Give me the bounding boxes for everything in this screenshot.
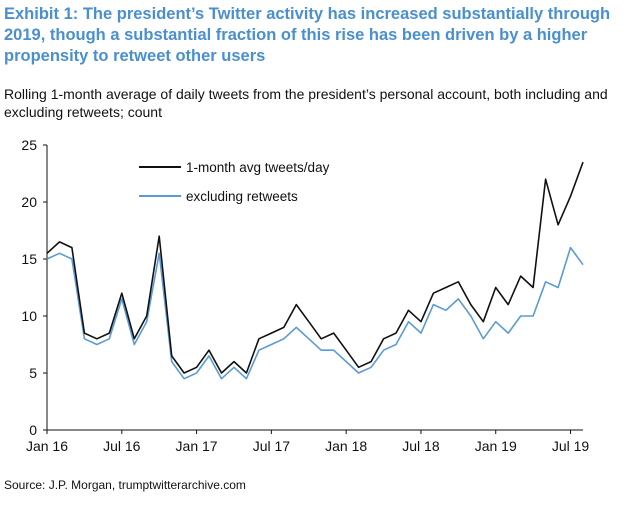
- source-note: Source: J.P. Morgan, trumptwitterarchive…: [4, 478, 246, 492]
- x-tick-label: Jan 17: [176, 438, 218, 454]
- x-tick-label: Jul 17: [253, 438, 291, 454]
- y-tick-label: 10: [21, 308, 37, 324]
- x-tick-label: Jan 16: [26, 438, 68, 454]
- y-tick-label: 5: [29, 365, 37, 381]
- chart-subtitle: Rolling 1-month average of daily tweets …: [4, 86, 608, 120]
- x-tick-label: Jan 19: [475, 438, 517, 454]
- series-line-tweets: [46, 161, 584, 374]
- chart-lines: [46, 161, 584, 380]
- x-tick-label: Jul 18: [402, 438, 440, 454]
- series-line-excluding-retweets: [46, 246, 584, 380]
- x-tick-label: Jul 16: [103, 438, 141, 454]
- x-tick-label: Jan 18: [325, 438, 367, 454]
- y-tick-label: 25: [21, 137, 37, 153]
- chart-legend: 1-month avg tweets/day excluding retweets: [139, 160, 330, 204]
- y-tick-label: 15: [21, 251, 37, 267]
- y-tick-label: 0: [29, 422, 37, 438]
- chart-axes: 0 5 10 15 20 25 Jan 16 Jul 16 Jan 17 Jul 17 Jan 18…: [21, 137, 589, 454]
- legend-label: excluding retweets: [186, 189, 298, 204]
- y-tick-label: 20: [21, 194, 37, 210]
- chart-title: Exhibit 1: The president’s Twitter activ…: [4, 5, 611, 65]
- x-tick-label: Jul 19: [552, 438, 590, 454]
- legend-label: 1-month avg tweets/day: [186, 160, 330, 175]
